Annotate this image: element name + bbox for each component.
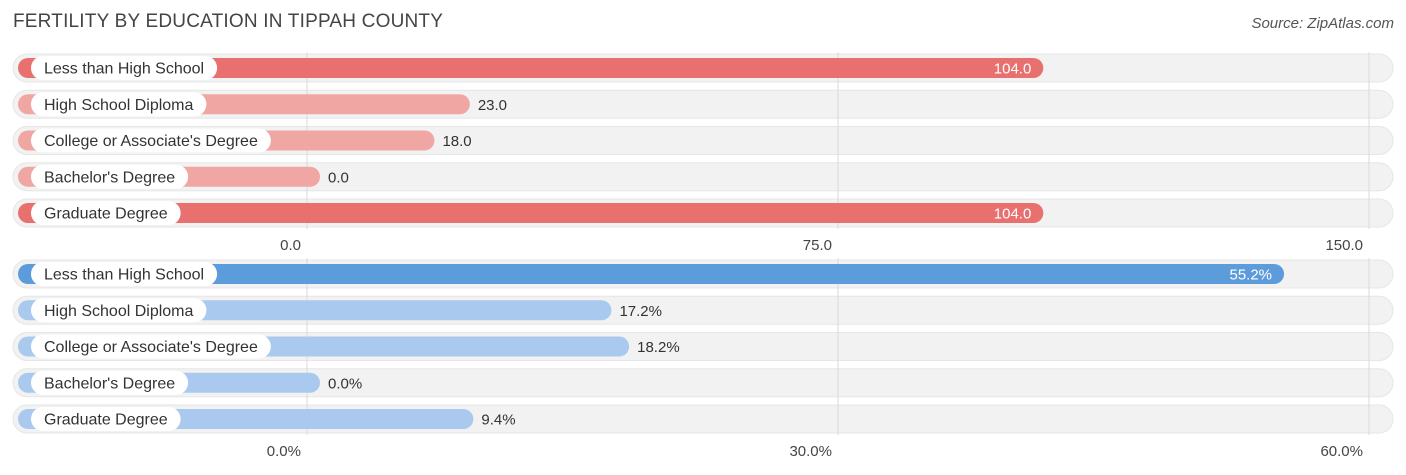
row-track (12, 162, 1394, 192)
tick-label: 0.0 (280, 237, 301, 254)
bar (18, 264, 1285, 284)
value-label: 18.2% (637, 339, 680, 356)
value-label: 55.2% (1229, 267, 1272, 284)
tick-label: 75.0 (803, 237, 832, 254)
category-label: Graduate Degree (44, 412, 168, 429)
category-label: Less than High School (44, 267, 204, 284)
category-label-pill (31, 407, 181, 431)
category-label-pill (31, 164, 189, 189)
category-label-pill (31, 334, 271, 359)
category-label-pill (31, 262, 218, 286)
category-label-pill (31, 128, 271, 153)
category-label-pill (31, 92, 207, 117)
value-label: 9.4% (481, 412, 515, 429)
value-label: 23.0 (478, 97, 507, 114)
category-label: Less than High School (44, 61, 204, 78)
tick-label: 60.0% (1320, 443, 1363, 460)
category-label: Bachelor's Degree (44, 375, 175, 392)
row-track (12, 368, 1394, 398)
value-label: 17.2% (619, 303, 662, 320)
category-label: College or Associate's Degree (44, 339, 258, 356)
category-label-pill (31, 201, 181, 225)
value-label: 0.0 (328, 169, 349, 186)
category-label: High School Diploma (44, 303, 194, 320)
chart-panel-fertility-rate: Less than High School 104.0 High School Di… (12, 52, 1394, 254)
tick-label: 150.0 (1325, 237, 1363, 254)
category-label: Graduate Degree (44, 206, 168, 223)
tick-label: 30.0% (789, 443, 832, 460)
category-label-pill (31, 370, 189, 395)
source-label: Source: ZipAtlas.com (1251, 15, 1394, 32)
bar (18, 203, 1044, 223)
chart-panel-fertility-percent: Less than High School 55.2% High School Di… (12, 258, 1394, 460)
category-label-pill (31, 56, 218, 80)
category-label: Bachelor's Degree (44, 169, 175, 186)
tick-label: 0.0% (267, 443, 301, 460)
chart-title: FERTILITY BY EDUCATION IN TIPPAH COUNTY (13, 11, 444, 32)
value-label: 18.0 (442, 133, 471, 150)
value-label: 104.0 (994, 61, 1032, 78)
category-label: High School Diploma (44, 97, 194, 114)
category-label: College or Associate's Degree (44, 133, 258, 150)
bar (18, 58, 1044, 78)
value-label: 0.0% (328, 375, 362, 392)
value-label: 104.0 (994, 206, 1032, 223)
category-label-pill (31, 298, 207, 323)
